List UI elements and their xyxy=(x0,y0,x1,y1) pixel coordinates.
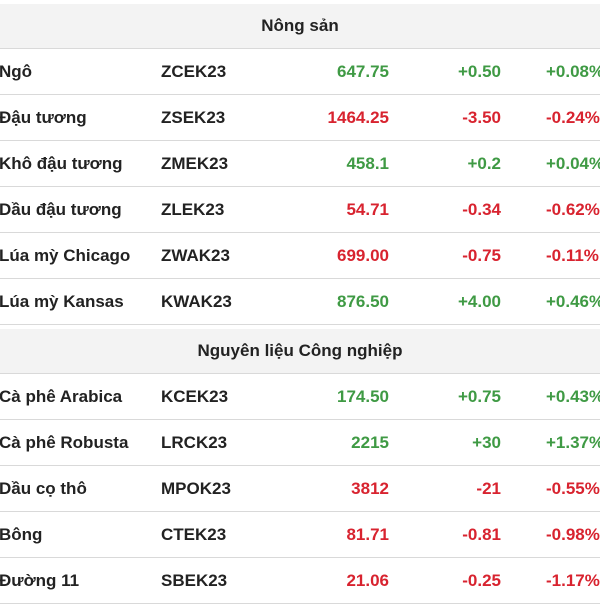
commodity-name: Cà phê Arabica xyxy=(0,387,123,406)
commodity-code: MPOK23 xyxy=(161,479,231,498)
table-row[interactable]: Bông CTEK23 81.71 -0.81 -0.98% xyxy=(0,512,600,558)
commodity-change: -0.75 xyxy=(462,246,501,265)
table-row[interactable]: Dầu cọ thô MPOK23 3812 -21 -0.55% xyxy=(0,466,600,512)
commodity-change: -0.25 xyxy=(462,571,501,590)
section-header-industrial: Nguyên liệu Công nghiệp xyxy=(0,329,600,374)
commodity-name: Lúa mỳ Kansas xyxy=(0,292,124,311)
commodity-price: 3812 xyxy=(351,479,389,498)
commodity-price: 458.1 xyxy=(346,154,389,173)
commodity-change: +30 xyxy=(472,433,501,452)
commodity-code: ZMEK23 xyxy=(161,154,229,173)
commodity-price-table: Nông sản Ngô ZCEK23 647.75 +0.50 +0.08% … xyxy=(0,4,600,604)
commodity-change: -3.50 xyxy=(462,108,501,127)
commodity-code: KWAK23 xyxy=(161,292,232,311)
commodity-change: +0.2 xyxy=(467,154,501,173)
commodity-price: 876.50 xyxy=(337,292,389,311)
section-header-agriculture: Nông sản xyxy=(0,4,600,49)
commodity-change: -0.34 xyxy=(462,200,501,219)
commodity-change: +4.00 xyxy=(457,292,501,311)
commodity-name: Đường 11 xyxy=(0,571,80,590)
table-row[interactable]: Đường 11 SBEK23 21.06 -0.25 -1.17% xyxy=(0,558,600,604)
commodity-code: SBEK23 xyxy=(161,571,228,590)
table-row[interactable]: Ngô ZCEK23 647.75 +0.50 +0.08% xyxy=(0,49,600,95)
table-row[interactable]: Khô đậu tương ZMEK23 458.1 +0.2 +0.04% xyxy=(0,141,600,187)
commodity-code: ZLEK23 xyxy=(161,200,225,219)
commodity-name: Khô đậu tương xyxy=(0,154,123,173)
commodity-name: Dầu đậu tương xyxy=(0,200,122,219)
commodity-change-percent: +0.08% xyxy=(546,62,600,81)
commodity-change: -0.81 xyxy=(462,525,501,544)
commodity-code: ZWAK23 xyxy=(161,246,230,265)
commodity-price: 1464.25 xyxy=(327,108,389,127)
commodity-name: Bông xyxy=(0,525,43,544)
table-row[interactable]: Cà phê Robusta LRCK23 2215 +30 +1.37% xyxy=(0,420,600,466)
commodity-change-percent: +0.46% xyxy=(546,292,600,311)
table-row[interactable]: Dầu đậu tương ZLEK23 54.71 -0.34 -0.62% xyxy=(0,187,600,233)
commodity-price: 21.06 xyxy=(346,571,389,590)
commodity-change-percent: -0.98% xyxy=(546,525,600,544)
commodity-name: Ngô xyxy=(0,62,33,81)
commodity-change-percent: +0.43% xyxy=(546,387,600,406)
commodity-name: Lúa mỳ Chicago xyxy=(0,246,131,265)
commodity-change-percent: +1.37% xyxy=(546,433,600,452)
commodity-code: LRCK23 xyxy=(161,433,228,452)
commodity-change-percent: +0.04% xyxy=(546,154,600,173)
commodity-change: -21 xyxy=(476,479,501,498)
commodity-code: KCEK23 xyxy=(161,387,229,406)
commodity-change-percent: -0.11% xyxy=(546,246,599,265)
commodity-price: 2215 xyxy=(351,433,389,452)
commodity-change: +0.50 xyxy=(457,62,501,81)
commodity-change-percent: -0.55% xyxy=(546,479,600,498)
table-row[interactable]: Lúa mỳ Kansas KWAK23 876.50 +4.00 +0.46% xyxy=(0,279,600,325)
commodity-code: CTEK23 xyxy=(161,525,227,544)
commodity-change: +0.75 xyxy=(457,387,501,406)
commodity-price: 174.50 xyxy=(337,387,389,406)
commodity-price: 699.00 xyxy=(337,246,389,265)
commodity-change-percent: -0.62% xyxy=(546,200,600,219)
commodity-change-percent: -0.24% xyxy=(546,108,600,127)
commodity-price: 81.71 xyxy=(346,525,389,544)
commodity-price: 54.71 xyxy=(346,200,389,219)
table-row[interactable]: Lúa mỳ Chicago ZWAK23 699.00 -0.75 -0.11… xyxy=(0,233,600,279)
commodity-name: Đậu tương xyxy=(0,108,87,127)
commodity-name: Dầu cọ thô xyxy=(0,479,87,498)
commodity-change-percent: -1.17% xyxy=(546,571,600,590)
commodity-price: 647.75 xyxy=(337,62,389,81)
commodity-code: ZCEK23 xyxy=(161,62,227,81)
table-row[interactable]: Cà phê Arabica KCEK23 174.50 +0.75 +0.43… xyxy=(0,374,600,420)
table-row[interactable]: Đậu tương ZSEK23 1464.25 -3.50 -0.24% xyxy=(0,95,600,141)
commodity-code: ZSEK23 xyxy=(161,108,226,127)
commodity-name: Cà phê Robusta xyxy=(0,433,129,452)
